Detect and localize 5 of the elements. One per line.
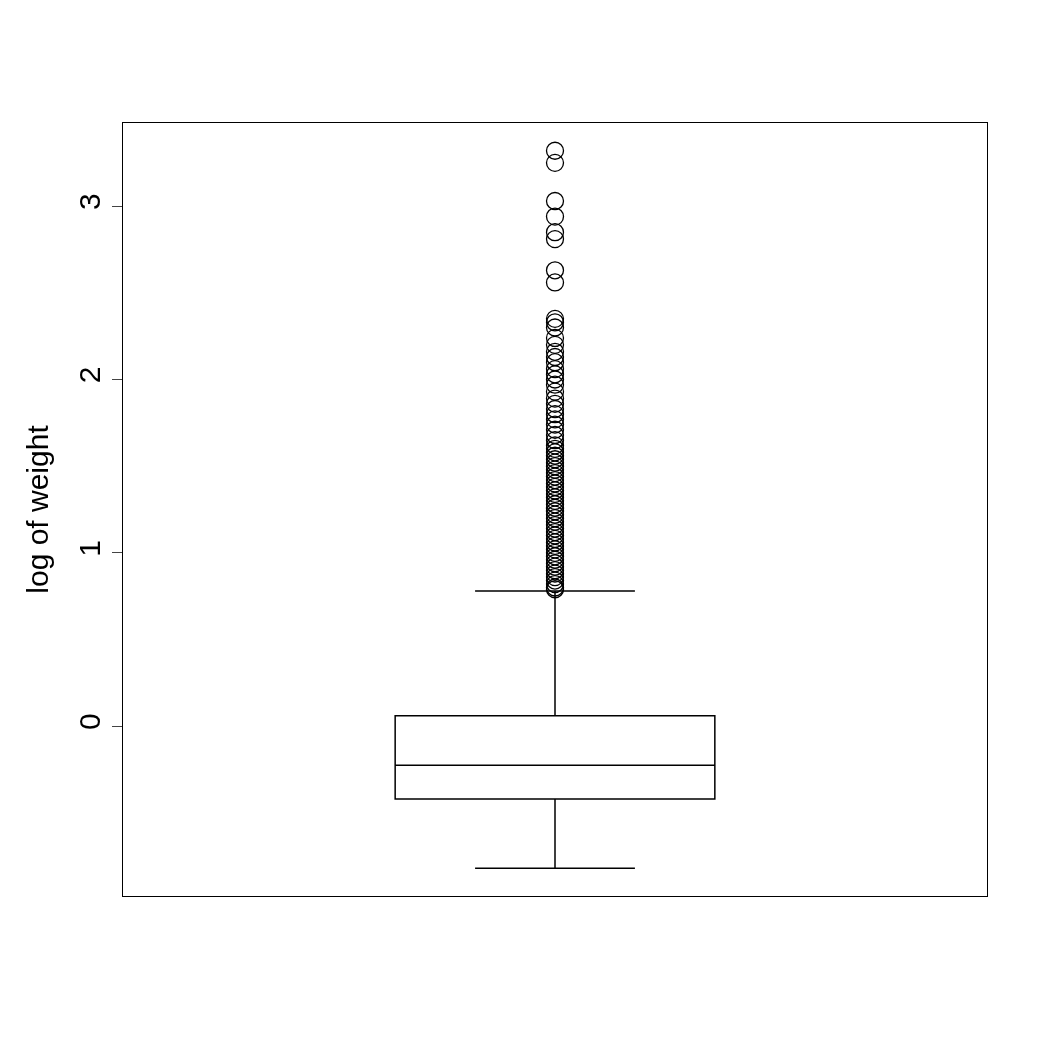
y-axis-title: log of weight: [21, 424, 54, 594]
y-tick-label: 0: [73, 713, 106, 730]
y-tick-label: 2: [73, 366, 106, 384]
y-tick-label: 3: [73, 193, 106, 211]
y-tick-label: 1: [73, 539, 106, 557]
